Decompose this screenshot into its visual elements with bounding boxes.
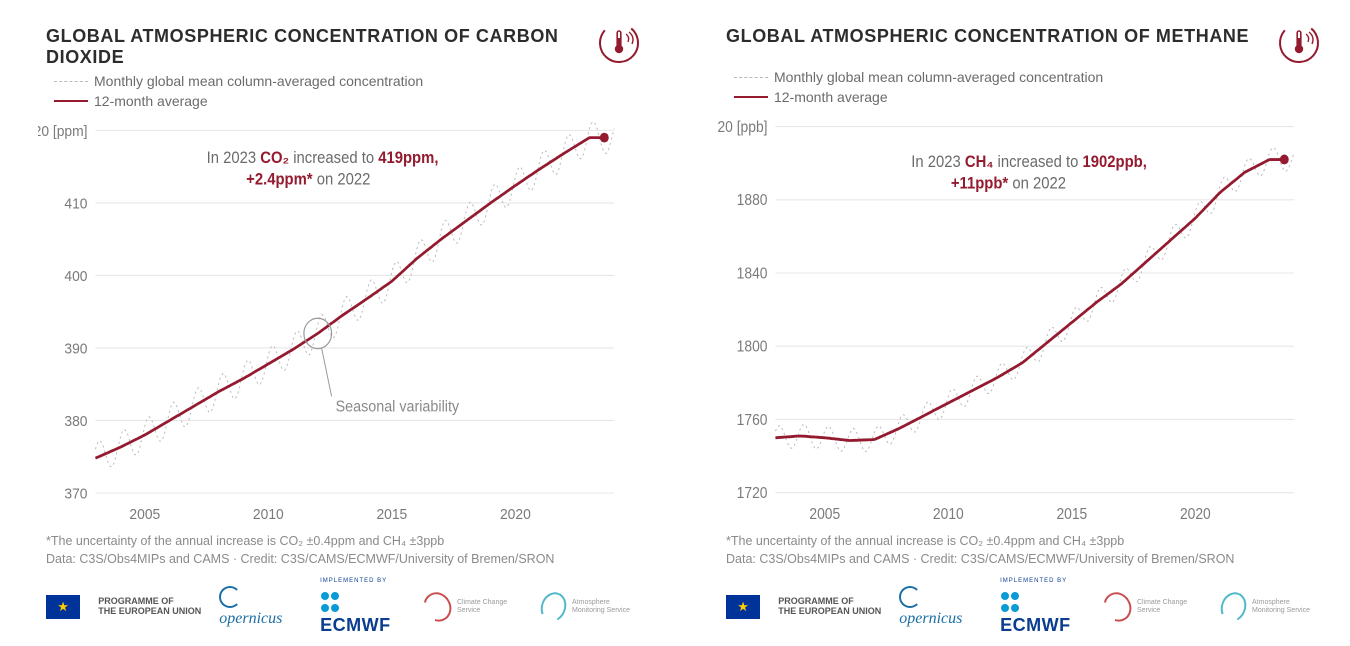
ams-logo: Atmosphere Monitoring Service: [1221, 592, 1320, 622]
legend-swatch-monthly: [734, 77, 768, 78]
legend-swatch-monthly: [54, 81, 88, 82]
legend-swatch-avg: [734, 96, 768, 98]
svg-text:390: 390: [64, 341, 87, 358]
svg-text:In 2023 CH₄ increased to 1902p: In 2023 CH₄ increased to 1902ppb,: [911, 153, 1147, 171]
svg-text:2015: 2015: [1056, 507, 1087, 524]
svg-text:2015: 2015: [376, 507, 407, 524]
panel-ch4: GLOBAL ATMOSPHERIC CONCENTRATION OF METH…: [690, 10, 1340, 646]
copernicus-logo: opernicus: [899, 586, 982, 627]
svg-text:2010: 2010: [253, 507, 284, 524]
svg-text:2005: 2005: [809, 507, 840, 524]
svg-text:Seasonal variability: Seasonal variability: [336, 398, 460, 416]
logo-row-ch4: ★ PROGRAMME OF THE EUROPEAN UNION operni…: [726, 578, 1320, 636]
legend-ch4: Monthly global mean column-averaged conc…: [734, 68, 1340, 107]
svg-text:2020: 2020: [1180, 507, 1211, 524]
svg-text:1760: 1760: [737, 413, 768, 430]
footnote-ch4: *The uncertainty of the annual increase …: [726, 532, 1320, 568]
ccs-logo: Climate Change Service: [1104, 592, 1203, 622]
svg-text:410: 410: [64, 196, 87, 213]
title-co2: GLOBAL ATMOSPHERIC CONCENTRATION OF CARB…: [46, 26, 598, 68]
svg-text:In 2023 CO₂ increased to 419pp: In 2023 CO₂ increased to 419ppm,: [207, 150, 439, 168]
ccs-logo: Climate Change Service: [424, 592, 523, 622]
svg-text:1920 [ppb]: 1920 [ppb]: [718, 120, 768, 137]
legend-co2: Monthly global mean column-averaged conc…: [54, 72, 660, 111]
svg-text:1880: 1880: [737, 193, 768, 210]
legend-monthly-label: Monthly global mean column-averaged conc…: [94, 72, 423, 92]
copernicus-logo: opernicus: [219, 586, 302, 627]
title-ch4: GLOBAL ATMOSPHERIC CONCENTRATION OF METH…: [726, 26, 1278, 47]
ecmwf-logo: IMPLEMENTED BY ECMWF: [1000, 578, 1086, 636]
svg-text:2010: 2010: [933, 507, 964, 524]
eu-programme-label: PROGRAMME OF THE EUROPEAN UNION: [778, 597, 881, 617]
svg-text:400: 400: [64, 269, 87, 286]
legend-avg-label: 12-month average: [774, 88, 888, 108]
svg-text:370: 370: [64, 486, 87, 503]
thermometer-icon: [1278, 22, 1320, 64]
svg-text:2005: 2005: [129, 507, 160, 524]
svg-text:1840: 1840: [737, 266, 768, 283]
thermometer-icon: [598, 22, 640, 64]
eu-flag-icon: ★: [726, 595, 760, 619]
ams-logo: Atmosphere Monitoring Service: [541, 592, 640, 622]
svg-text:1800: 1800: [737, 339, 768, 356]
svg-text:+11ppb* on 2022: +11ppb* on 2022: [951, 175, 1066, 193]
footnote-co2: *The uncertainty of the annual increase …: [46, 532, 640, 568]
legend-monthly-label: Monthly global mean column-averaged conc…: [774, 68, 1103, 88]
svg-text:1720: 1720: [737, 486, 768, 503]
panel-co2: GLOBAL ATMOSPHERIC CONCENTRATION OF CARB…: [10, 10, 660, 646]
svg-text:2020: 2020: [500, 507, 531, 524]
svg-text:+2.4ppm* on 2022: +2.4ppm* on 2022: [246, 171, 370, 189]
chart-co2: 370 380 390 400 410 420 [ppm] 2005 2010 2015 2020…: [38, 113, 632, 526]
eu-programme-label: PROGRAMME OF THE EUROPEAN UNION: [98, 597, 201, 617]
eu-flag-icon: ★: [46, 595, 80, 619]
svg-text:420 [ppm]: 420 [ppm]: [38, 123, 88, 140]
chart-ch4: 1720 1760 1800 1840 1880 1920 [ppb] 2005 2010 20…: [718, 109, 1312, 526]
ecmwf-logo: IMPLEMENTED BY ECMWF: [320, 578, 406, 636]
svg-text:380: 380: [64, 414, 87, 431]
legend-avg-label: 12-month average: [94, 92, 208, 112]
logo-row-co2: ★ PROGRAMME OF THE EUROPEAN UNION operni…: [46, 578, 640, 636]
legend-swatch-avg: [54, 100, 88, 102]
